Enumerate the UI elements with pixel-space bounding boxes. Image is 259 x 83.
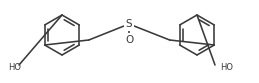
Text: S: S: [126, 19, 132, 29]
Text: HO: HO: [220, 63, 233, 72]
Text: O: O: [125, 35, 133, 45]
Text: HO: HO: [8, 63, 21, 72]
